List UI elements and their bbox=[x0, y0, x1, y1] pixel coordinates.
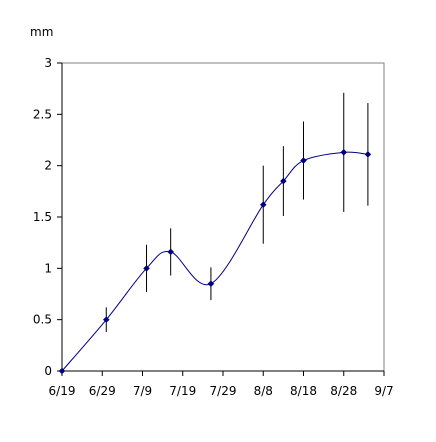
x-tick-label: 8/8 bbox=[254, 384, 273, 398]
data-point bbox=[280, 177, 287, 185]
x-tick-label: 6/19 bbox=[49, 384, 76, 398]
x-tick-label: 8/18 bbox=[290, 384, 317, 398]
x-tick-label: 8/28 bbox=[330, 384, 357, 398]
x-tick-label: 9/7 bbox=[374, 384, 393, 398]
data-point bbox=[300, 157, 307, 164]
x-tick-label: 7/19 bbox=[169, 384, 196, 398]
series-line bbox=[61, 151, 368, 372]
plot-area bbox=[61, 62, 385, 372]
data-point bbox=[259, 201, 267, 209]
y-tick-label: 2 bbox=[44, 159, 52, 173]
y-tick-label: 1 bbox=[44, 261, 52, 275]
data-point bbox=[58, 367, 66, 375]
data-point bbox=[167, 248, 175, 256]
series bbox=[58, 148, 372, 375]
y-tick-label: 0.5 bbox=[33, 313, 52, 327]
x-tick-label: 7/29 bbox=[210, 384, 237, 398]
data-point bbox=[364, 151, 372, 158]
data-point bbox=[102, 316, 110, 324]
y-axis-label: mm bbox=[30, 25, 53, 39]
axes bbox=[57, 62, 385, 376]
data-point bbox=[143, 264, 150, 272]
y-tick-label: 0 bbox=[44, 364, 52, 378]
data-point bbox=[340, 148, 348, 156]
x-tick-label: 7/9 bbox=[133, 384, 152, 398]
y-tick-label: 2.5 bbox=[33, 107, 52, 121]
y-tick-label: 1.5 bbox=[33, 210, 52, 224]
y-tick-label: 3 bbox=[44, 56, 52, 70]
data-point bbox=[207, 280, 215, 288]
x-tick-label: 6/29 bbox=[89, 384, 116, 398]
tick-labels: 0 0.5 1 1.5 2 2.5 3 6/19 6/29 7/9 7/19 7/29 8/8 8/18 8… bbox=[33, 56, 394, 398]
